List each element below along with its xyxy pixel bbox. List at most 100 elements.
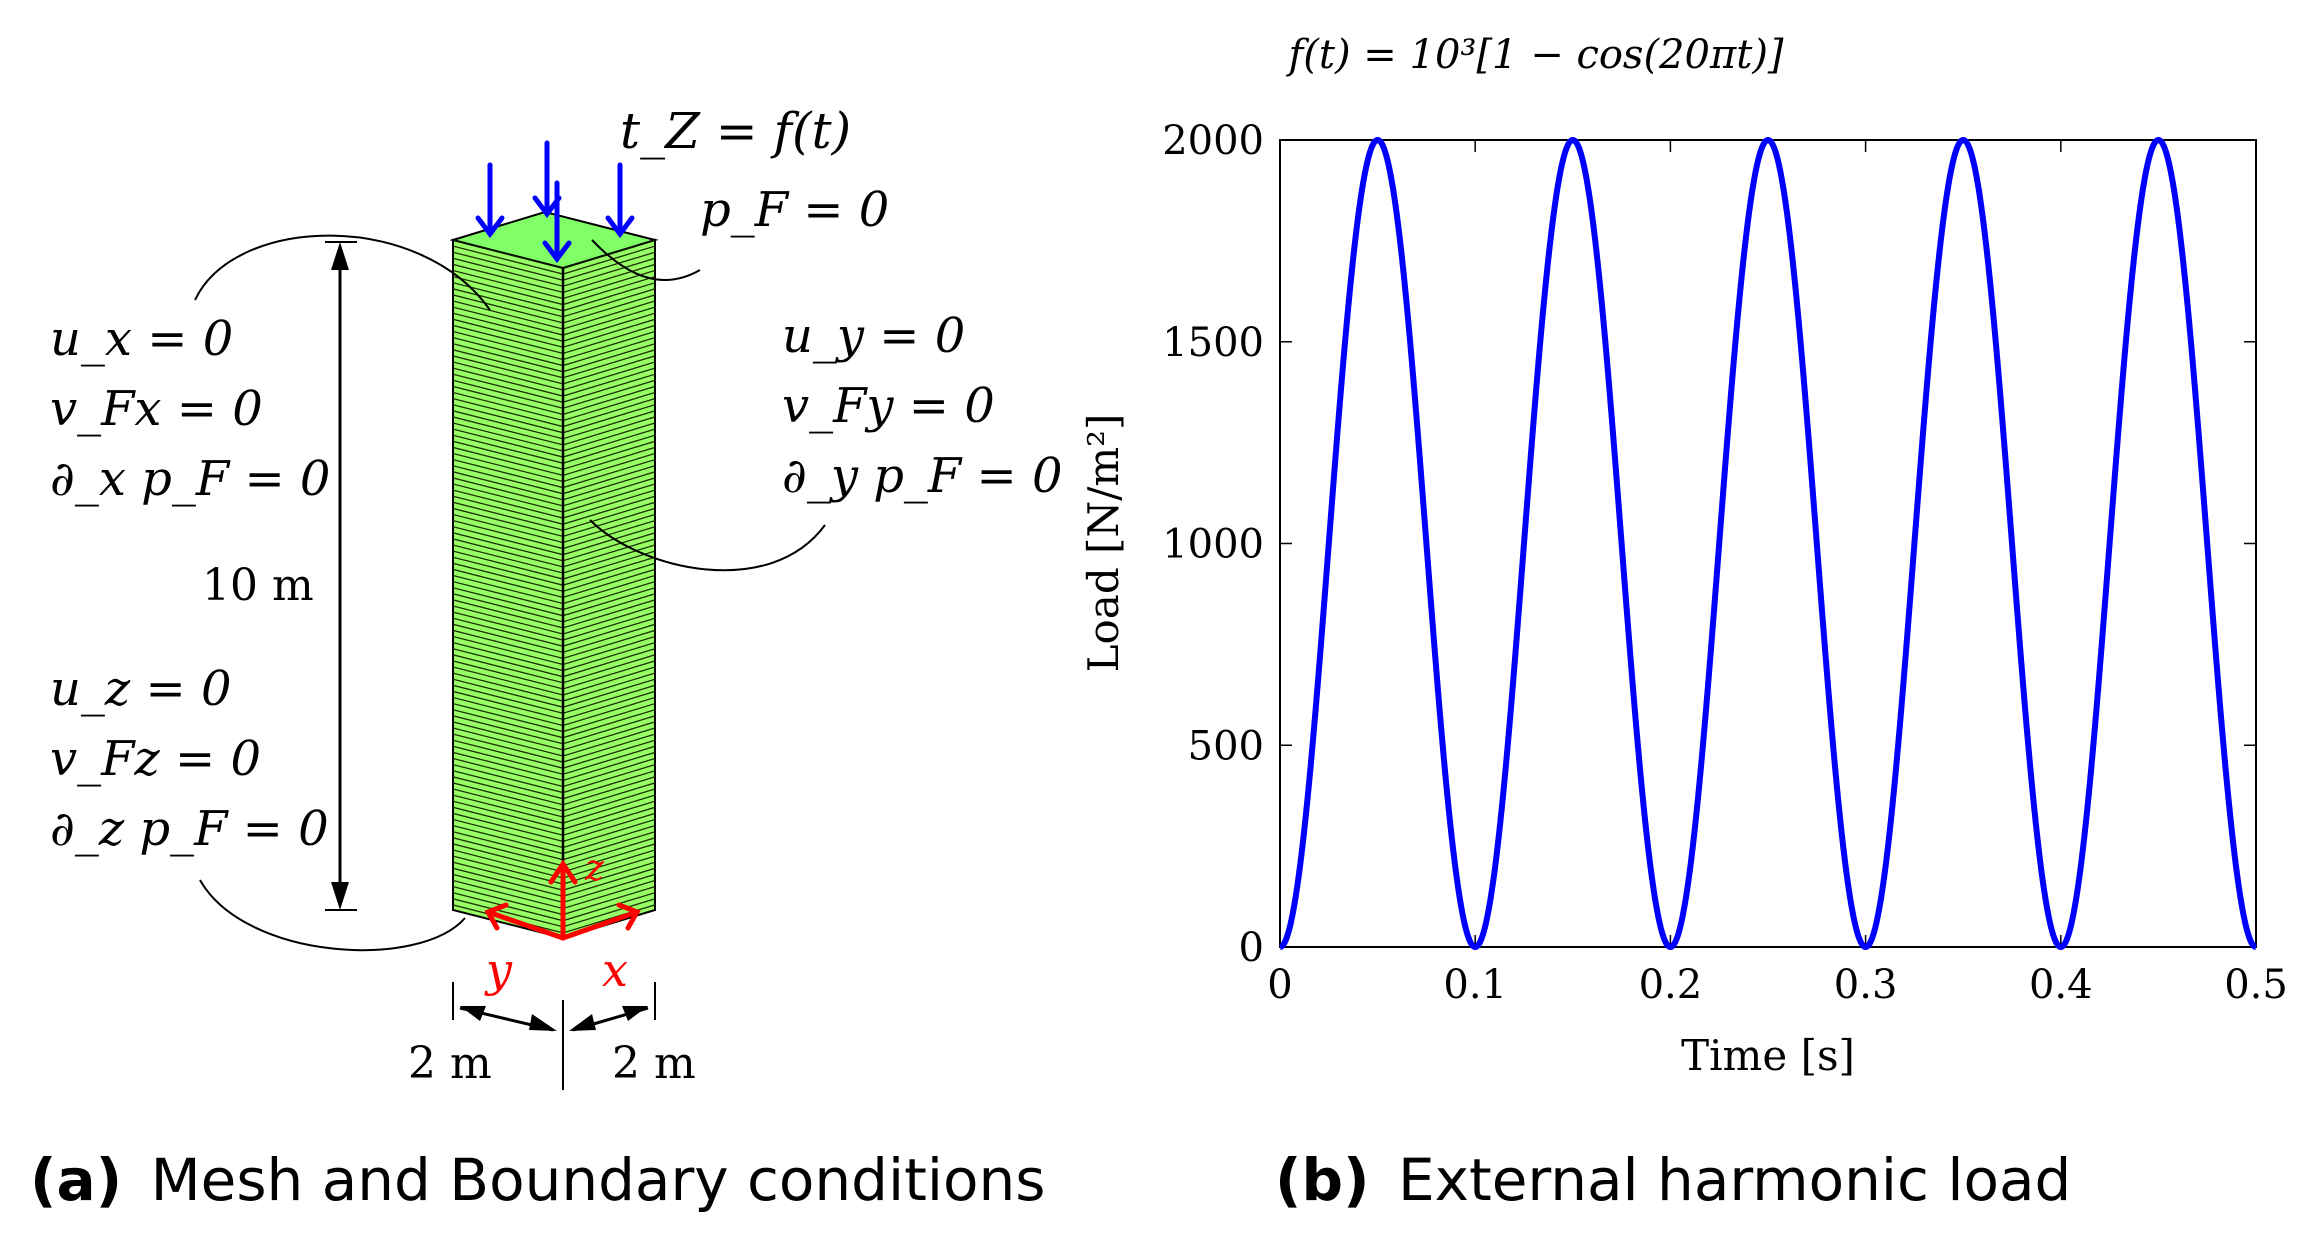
mesh-line (453, 544, 563, 574)
mesh-line (563, 471, 655, 501)
mesh-line (563, 275, 655, 306)
mesh-line (563, 861, 655, 891)
mesh-line (563, 641, 655, 672)
mesh-line (453, 288, 563, 318)
mesh-line (563, 440, 655, 470)
axis-label-x: x (602, 943, 628, 997)
mesh-line (563, 629, 655, 660)
load-arrow-icon (475, 162, 505, 239)
mesh-line (453, 892, 563, 922)
mesh-line (563, 879, 655, 910)
mesh-line (453, 709, 563, 739)
mesh-line (453, 721, 563, 751)
y-tick-label: 1000 (1162, 522, 1264, 568)
mesh-line (453, 648, 563, 678)
mesh-line (563, 574, 655, 605)
mesh-line (453, 385, 563, 416)
mesh-line (453, 245, 563, 275)
mesh-line (563, 526, 655, 556)
mesh-line (453, 257, 563, 287)
mesh-line (563, 824, 655, 855)
mesh-line (563, 867, 655, 897)
y-tick-label: 0 (1239, 925, 1264, 971)
mesh-line (563, 800, 655, 830)
mesh-line (453, 526, 563, 556)
leader-top (591, 239, 701, 281)
mesh-line (453, 465, 563, 495)
left-bc-2: v_Fx = 0 (50, 381, 263, 437)
mesh-line (563, 904, 655, 934)
height-label: 10 m (202, 560, 314, 611)
caption-b: (b) External harmonic load (1275, 1146, 2071, 1214)
mesh-line (563, 452, 655, 483)
mesh-line (453, 336, 563, 367)
mesh-line (563, 666, 655, 696)
mesh-line (453, 355, 563, 385)
mesh-line (453, 343, 563, 373)
y-axis-arrow-icon (484, 902, 566, 941)
mesh-line (453, 617, 563, 647)
caption-b-text: External harmonic load (1398, 1146, 2071, 1214)
mesh-line (563, 690, 655, 721)
mesh-line (453, 824, 563, 855)
mesh-line (453, 770, 563, 800)
mesh-line (563, 483, 655, 513)
mesh-line (563, 257, 655, 287)
mesh-line (453, 843, 563, 873)
mesh-line (453, 452, 563, 483)
mesh-line (563, 770, 655, 800)
mesh-line (563, 367, 655, 397)
mesh-line (453, 611, 563, 641)
mesh-line (453, 458, 563, 489)
mesh-line (453, 885, 563, 916)
mesh-line (453, 269, 563, 300)
mesh-line (453, 672, 563, 702)
mesh-line (563, 587, 655, 617)
bottom-bc-3: ∂_z p_F = 0 (50, 801, 329, 857)
mesh-line (563, 745, 655, 775)
mesh-line (563, 282, 655, 312)
mesh-line (453, 574, 563, 605)
x-tick-label: 0.2 (1639, 962, 1703, 1008)
mesh-line (453, 782, 563, 812)
mesh-line (453, 812, 563, 843)
mesh-line (563, 263, 655, 294)
mesh-line (563, 349, 655, 379)
mesh-line (453, 873, 563, 904)
mesh-line (453, 849, 563, 879)
mesh-line (563, 532, 655, 562)
mesh-line (453, 855, 563, 885)
mesh-line (453, 898, 563, 928)
mesh-line (563, 739, 655, 769)
mesh-line (563, 465, 655, 495)
mesh-line (453, 702, 563, 733)
mesh-line (453, 440, 563, 470)
mesh-line (453, 794, 563, 824)
mesh-line (453, 507, 563, 538)
mesh-line (563, 892, 655, 922)
mesh-line (453, 635, 563, 666)
mesh-line (563, 715, 655, 745)
bottom-bc-1: u_z = 0 (50, 661, 231, 717)
mesh-line (563, 544, 655, 574)
mesh-line (563, 288, 655, 318)
mesh-line (453, 361, 563, 391)
mesh-line (453, 300, 563, 330)
right-bc-3: ∂_y p_F = 0 (782, 448, 1063, 504)
mesh-line (453, 379, 563, 409)
mesh-line (563, 648, 655, 678)
mesh-line (563, 330, 655, 361)
mesh-line (563, 684, 655, 714)
mesh-line (453, 367, 563, 397)
mesh-line (563, 391, 655, 422)
right-bc-1: u_y = 0 (782, 308, 965, 364)
x-tick-label: 0.1 (1443, 962, 1507, 1008)
mesh-line (453, 837, 563, 867)
mesh-line (563, 245, 655, 275)
mesh-line (453, 263, 563, 294)
mesh-line (453, 867, 563, 897)
caption-a: (a) Mesh and Boundary conditions (30, 1146, 1045, 1214)
mesh-line (563, 361, 655, 391)
mesh-line (563, 294, 655, 324)
mesh-line (563, 355, 655, 385)
